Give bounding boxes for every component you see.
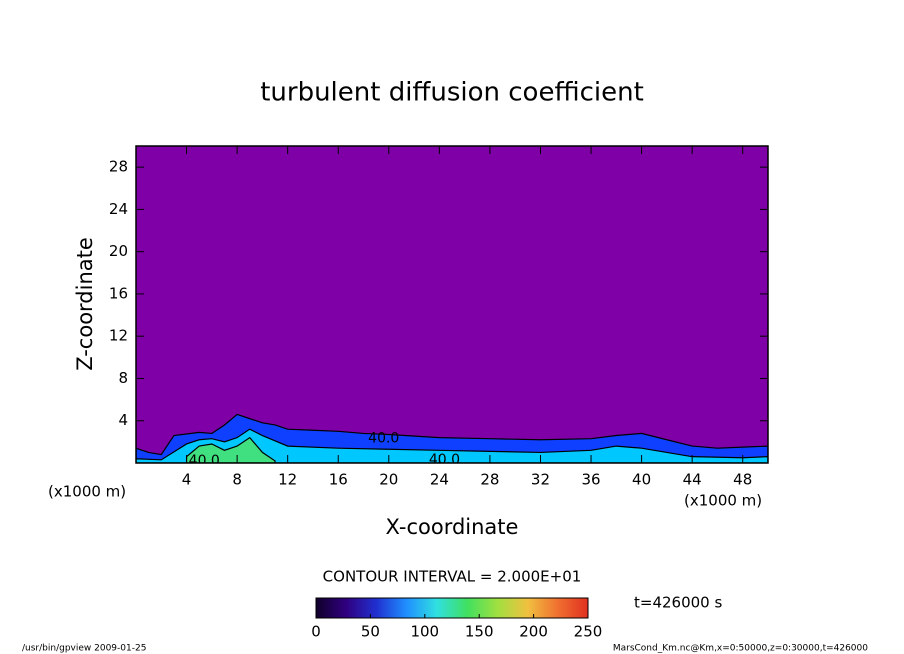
x-tick-label: 8 bbox=[232, 471, 242, 489]
plot-frame bbox=[135, 145, 769, 464]
x-tick-label: 4 bbox=[182, 471, 192, 489]
x-tick-label: 36 bbox=[581, 471, 600, 489]
x-tick-label: 28 bbox=[480, 471, 499, 489]
y-axis-label: Z-coordinate bbox=[73, 237, 97, 371]
y-tick-label: 8 bbox=[118, 369, 128, 387]
chart-title: turbulent diffusion coefficient bbox=[260, 78, 644, 108]
x-tick-label: 20 bbox=[379, 471, 398, 489]
x-tick-label: 48 bbox=[733, 471, 752, 489]
field-background bbox=[136, 146, 768, 463]
y-tick-label: 16 bbox=[109, 284, 128, 302]
y-unit: (x1000 m) bbox=[48, 483, 126, 501]
contour-interval: CONTOUR INTERVAL = 2.000E+01 bbox=[323, 568, 582, 586]
colorbar-tick-label: 200 bbox=[519, 623, 548, 641]
y-tick-label: 28 bbox=[109, 158, 128, 176]
colorbar bbox=[315, 597, 589, 619]
contour-label: 40.0 bbox=[368, 431, 399, 447]
y-tick-label: 12 bbox=[109, 327, 128, 345]
x-tick-label: 40 bbox=[632, 471, 651, 489]
y-tick-label: 20 bbox=[109, 242, 128, 260]
x-axis-label: X-coordinate bbox=[386, 515, 519, 539]
y-tick-label: 4 bbox=[118, 411, 128, 429]
colorbar-tick-label: 150 bbox=[465, 623, 494, 641]
colorbar-tick-label: 50 bbox=[361, 623, 380, 641]
plot-area: 40.0 40.0 40.0 bbox=[136, 146, 768, 469]
x-unit: (x1000 m) bbox=[684, 492, 762, 510]
colorbar-tick-label: 0 bbox=[311, 623, 321, 641]
x-tick-label: 32 bbox=[531, 471, 550, 489]
contour-region bbox=[185, 436, 276, 463]
x-tick-label: 24 bbox=[430, 471, 449, 489]
footer-right: MarsCond_Km.nc@Km,x=0:50000,z=0:30000,t=… bbox=[613, 644, 868, 654]
colorbar-tick-label: 250 bbox=[574, 623, 603, 641]
y-tick-label: 24 bbox=[109, 200, 128, 218]
footer-left: /usr/bin/gpview 2009-01-25 bbox=[22, 644, 146, 654]
x-tick-label: 16 bbox=[329, 471, 348, 489]
x-tick-label: 12 bbox=[278, 471, 297, 489]
colorbar-tick-label: 100 bbox=[410, 623, 439, 641]
contour-label: 40.0 bbox=[429, 452, 460, 468]
time-label: t=426000 s bbox=[634, 594, 722, 612]
x-tick-label: 44 bbox=[683, 471, 702, 489]
contour-label: 40.0 bbox=[189, 453, 220, 469]
